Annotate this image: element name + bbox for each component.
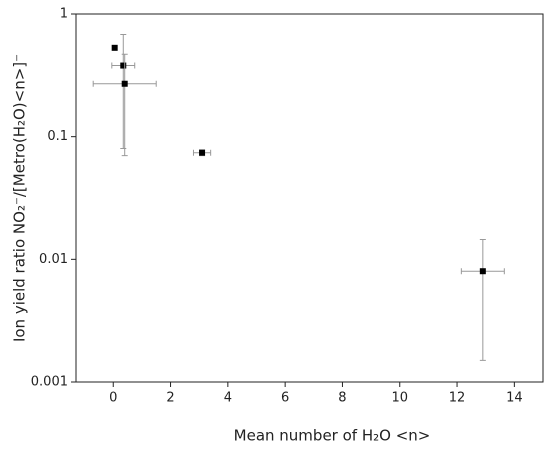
x-axis-label: Mean number of H₂O <n> [234,427,431,445]
y-error-bar [479,239,486,361]
y-tick-label: 1 [60,7,68,22]
point [111,44,118,51]
x-tick-label: 8 [338,391,346,406]
point [479,268,486,275]
y-axis-label: Ion yield ratio NO₂⁻/[Metro(H₂O)<n>]⁻ [11,54,29,342]
point [121,80,128,87]
plot-frame [75,13,544,383]
x-tick-label: 10 [391,391,408,406]
y-error-bar [120,34,127,150]
y-tick-label: 0.001 [31,375,68,390]
x-tick-label: 2 [166,391,174,406]
x-tick-label: 12 [449,391,466,406]
y-tick-label: 0.01 [39,252,68,267]
y-tick-label: 0.1 [47,129,68,144]
y-error-bar [121,53,128,157]
x-tick-label: 6 [281,391,289,406]
x-tick-label: 0 [109,391,117,406]
x-tick-label: 14 [506,391,523,406]
point [199,149,206,156]
point [120,62,127,69]
x-tick-label: 4 [224,391,232,406]
